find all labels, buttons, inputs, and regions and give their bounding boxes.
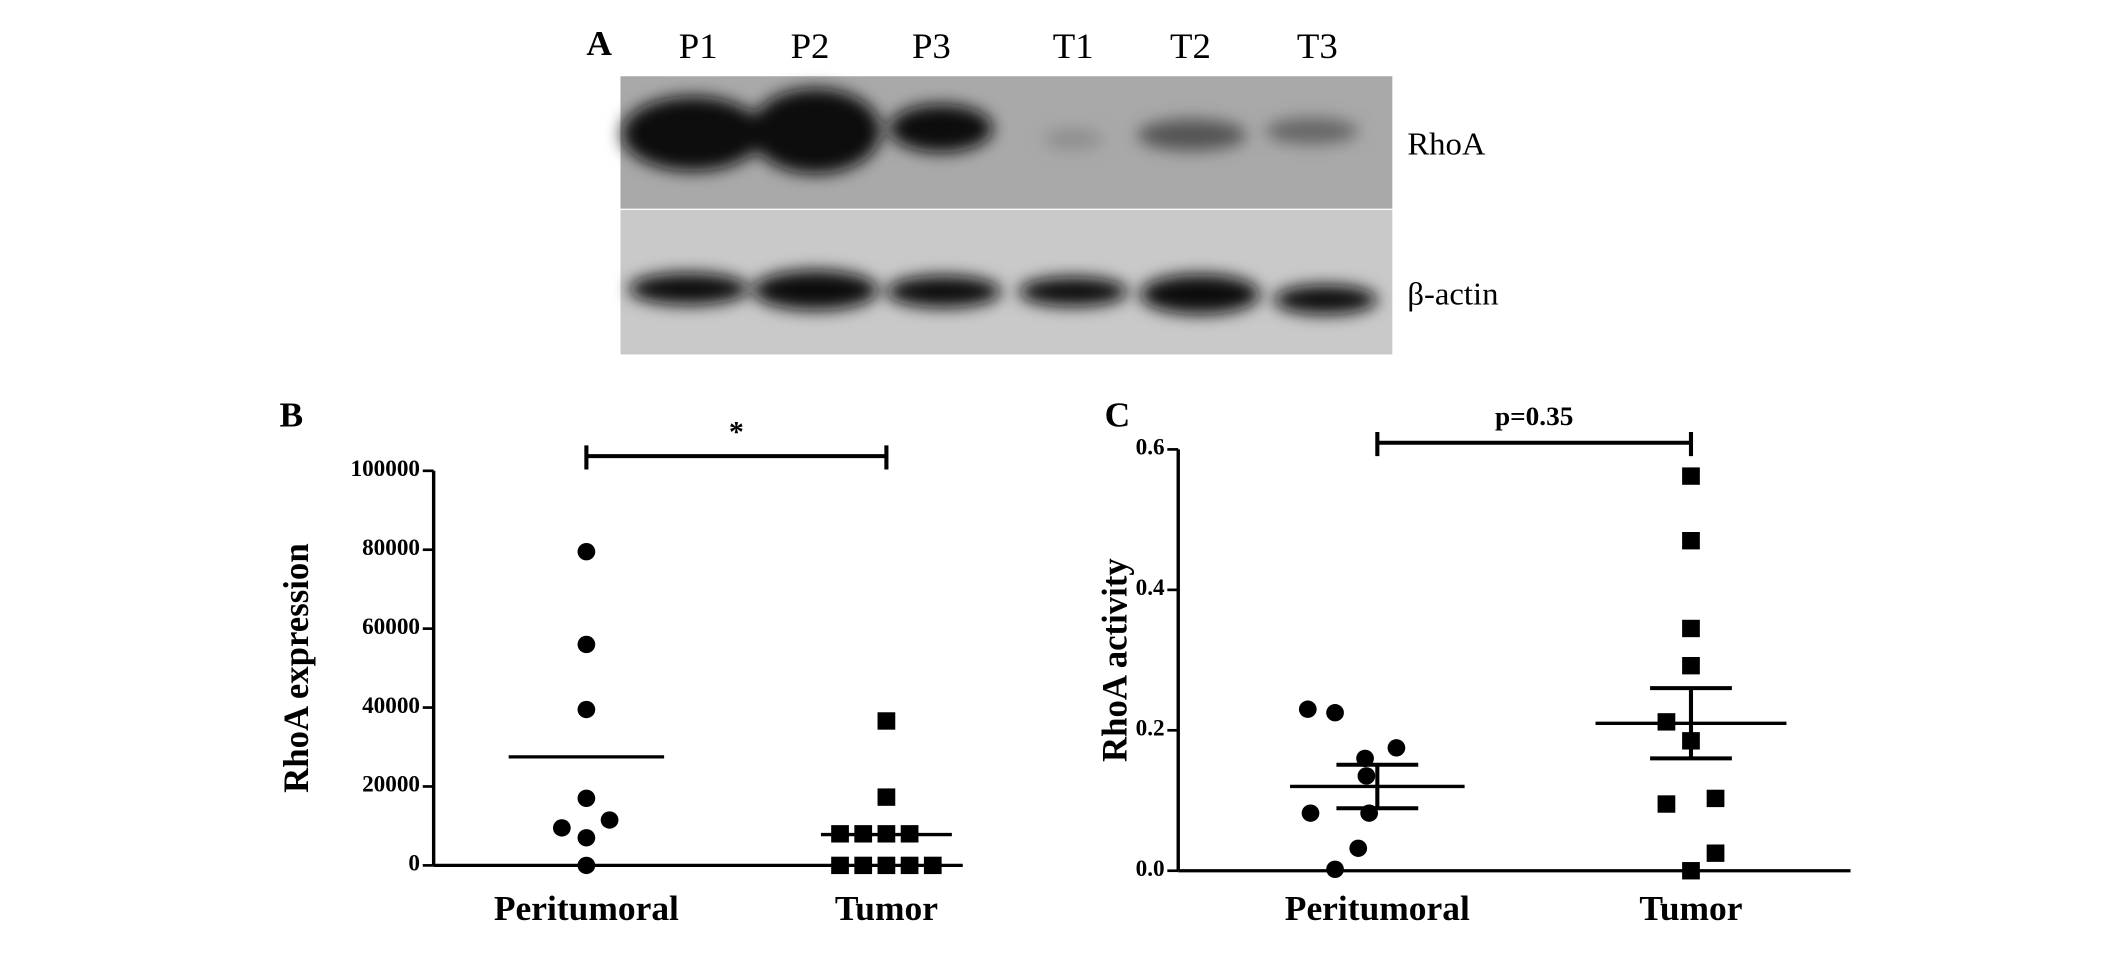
band [1265,117,1359,145]
x-tick-label: Tumor [835,889,938,928]
y-tick-label: 60000 [362,614,420,639]
band-label: RhoA [1407,127,1486,163]
data-point [1682,862,1700,880]
data-point [923,856,942,875]
data-point [577,700,596,719]
data-point [877,788,896,806]
y-axis-title: RhoA expression [277,543,316,793]
y-axis-title: RhoA activity [1095,558,1134,762]
x-tick-label: Peritumoral [494,889,679,928]
band [889,104,993,153]
annotation: * [729,417,744,449]
data-point [577,856,596,875]
lane-label: T2 [1170,26,1211,66]
band [1018,276,1128,307]
data-point [1682,467,1700,485]
data-point [1682,656,1700,675]
annotation: p=0.35 [1495,401,1573,431]
band [628,272,749,305]
data-point [1682,619,1700,638]
band [1137,119,1247,152]
lane-label: T3 [1297,26,1338,66]
lane-label: P3 [912,26,951,66]
lane-label: T1 [1053,26,1094,66]
y-tick-label: 100000 [350,456,420,481]
chart: C 0.0 0.2 0.4 0.6 RhoA activity Peritumoral Tum… [1095,396,1851,928]
band [752,270,879,311]
blot-panel: A RhoA β-actin [586,24,1498,355]
data-point [831,856,849,875]
data-point [552,819,571,837]
data-point [600,811,619,829]
data-point [1387,739,1406,757]
y-tick-label: 0.6 [1136,435,1165,460]
data-point [877,712,896,730]
data-point [1326,860,1344,879]
band [1273,284,1378,315]
x-tick-label: Tumor [1639,889,1742,928]
chart: B 0 20000 40000 60000 80000 100000 RhoA express… [277,396,963,928]
x-tick-label: Peritumoral [1285,889,1470,928]
band [886,275,1001,308]
y-tick-label: 40000 [362,693,420,718]
data-point [1349,839,1368,857]
data-point [577,829,596,847]
y-tick-label: 0.0 [1136,856,1165,881]
data-point [877,856,896,875]
data-point [854,856,873,875]
y-tick-label: 0 [408,851,420,876]
data-point [577,635,596,654]
data-point [900,856,919,875]
lane-label: P2 [791,26,830,66]
band [621,96,764,172]
data-point [577,789,596,808]
panel-label: B [280,396,304,435]
bands [621,88,1378,315]
data-point [1301,804,1320,822]
panel-label: C [1105,396,1131,435]
data-point [1298,700,1317,718]
lane-label: P1 [679,26,718,66]
y-tick-label: 80000 [362,535,420,560]
band [750,88,881,174]
blot-bottom [620,209,1393,355]
significance-bracket [584,445,889,470]
data-point [1682,532,1700,550]
band [1043,128,1104,150]
data-point [1706,789,1725,808]
data-point [1326,704,1344,722]
y-tick-label: 0.2 [1136,716,1165,741]
data-point [1706,844,1725,862]
panel-label: A [586,24,612,63]
data-point [1657,795,1676,813]
band-label: β-actin [1407,277,1498,313]
y-tick-label: 0.4 [1136,575,1165,600]
y-tick-label: 20000 [362,772,420,797]
data-point [1357,767,1376,785]
band [1140,274,1261,315]
data-point [577,543,596,561]
significance-bracket [1375,432,1694,457]
